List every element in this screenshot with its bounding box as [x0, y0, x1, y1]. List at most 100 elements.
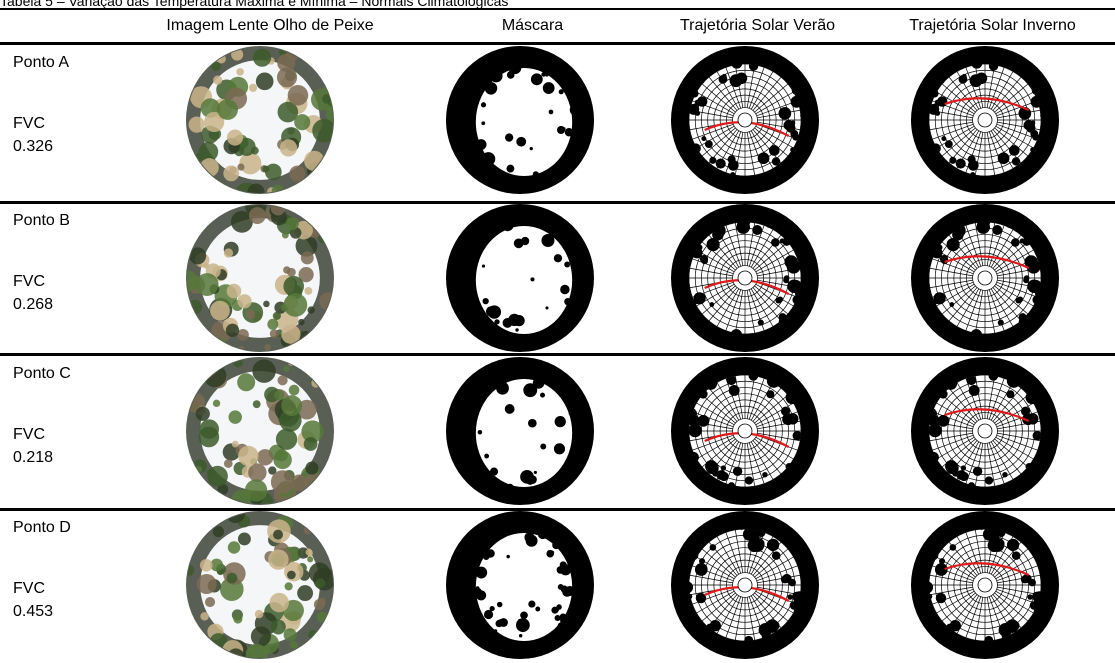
foliage-blob	[312, 118, 333, 143]
foliage-blob	[233, 614, 243, 624]
obstruction-blob	[509, 66, 515, 73]
obstruction-blob	[458, 256, 468, 266]
obstruction-blob	[508, 313, 521, 326]
header-empty	[0, 10, 120, 41]
obstruction-blob	[553, 59, 562, 68]
obstruction-blob	[553, 443, 566, 455]
south-tick	[984, 349, 986, 352]
north-tick	[744, 204, 746, 207]
sun-path-curve	[944, 97, 1030, 112]
obstruction-blob	[1011, 157, 1021, 166]
obstruction-blob	[564, 128, 574, 137]
foliage-blob	[294, 114, 311, 131]
sun-path-grid	[929, 375, 1041, 487]
foliage-blob	[195, 406, 210, 421]
sky-mask-image	[445, 45, 595, 195]
obstruction-blob	[572, 604, 581, 613]
obstruction-blob	[454, 107, 460, 114]
obstruction-blob	[461, 625, 473, 637]
obstruction-blob	[457, 276, 467, 286]
table-header: Imagem Lente Olho de Peixe Máscara Traje…	[0, 10, 1115, 43]
obstruction-blob	[490, 57, 497, 64]
obstruction-blob	[766, 390, 775, 399]
foliage-blob	[254, 609, 264, 619]
obstruction-blob	[452, 90, 457, 96]
foliage-blob	[212, 399, 221, 408]
obstruction-blob	[966, 375, 977, 386]
obstruction-blob	[473, 383, 483, 394]
south-tick	[984, 502, 986, 505]
east-tick	[816, 584, 819, 586]
foliage-blob	[252, 400, 261, 409]
foliage-blob	[276, 67, 298, 88]
foliage-blob	[255, 72, 274, 91]
point-name: Ponto D	[13, 519, 71, 536]
obstruction-blob	[553, 628, 565, 640]
obstruction-blob	[731, 64, 743, 69]
obstruction-blob	[929, 103, 940, 115]
obstruction-blob	[1023, 120, 1034, 131]
foliage-blob	[212, 526, 225, 538]
foliage-blob	[198, 141, 219, 162]
obstruction-blob	[552, 541, 561, 550]
obstruction-blob	[944, 140, 953, 149]
north-tick	[984, 357, 986, 360]
obstruction-blob	[532, 171, 539, 178]
obstruction-blob	[554, 614, 561, 622]
foliage-blob	[271, 184, 284, 193]
zenith-marker	[977, 423, 993, 439]
obstruction-blob	[457, 581, 468, 591]
obstruction-blob	[500, 207, 511, 218]
obstruction-blob	[467, 473, 475, 481]
foliage-blob	[187, 270, 199, 292]
foliage-blob	[222, 443, 241, 461]
obstruction-blob	[970, 329, 983, 334]
visible-sky	[475, 378, 573, 488]
obstruction-blob	[505, 483, 514, 492]
obstruction-blob	[457, 99, 468, 111]
foliage-blob	[231, 440, 239, 448]
foliage-blob	[295, 234, 318, 257]
foliage-blob	[323, 83, 333, 95]
foliage-blob	[238, 445, 259, 467]
obstruction-blob	[1009, 620, 1020, 631]
foliage-blob	[247, 183, 265, 193]
sky-mask-image	[445, 203, 595, 353]
obstruction-blob	[481, 316, 488, 323]
obstruction-blob	[494, 319, 500, 325]
obstruction-blob	[450, 436, 457, 443]
foliage-blob	[256, 449, 274, 466]
fisheye-image	[185, 203, 335, 353]
obstruction-blob	[744, 635, 754, 641]
cardinal-ticks	[911, 46, 1059, 194]
obstruction-blob	[564, 261, 571, 268]
obstruction-blob	[689, 415, 701, 427]
obstruction-blob	[505, 133, 514, 142]
obstruction-blob	[558, 637, 566, 644]
obstruction-blob	[748, 375, 759, 381]
foliage-blob	[300, 251, 314, 265]
foliage-blob	[200, 158, 219, 177]
obstruction-blob	[559, 564, 572, 576]
obstruction-blob	[747, 538, 761, 553]
zenith-marker	[977, 112, 993, 128]
obstruction-blob	[533, 470, 537, 475]
obstruction-blob	[726, 375, 737, 386]
obstruction-blob	[450, 578, 460, 588]
obstruction-blob	[522, 48, 533, 59]
foliage-blob	[283, 266, 291, 274]
sun-path-curve	[944, 255, 1030, 270]
foliage-blob	[207, 465, 228, 487]
obstruction-blob	[1022, 573, 1032, 584]
obstruction-blob	[704, 140, 713, 149]
foliage-blob	[250, 146, 259, 155]
obstruction-blob	[546, 549, 554, 558]
obstruction-blob	[520, 236, 530, 246]
obstruction-blob	[778, 107, 792, 120]
foliage-blob	[188, 116, 205, 133]
foliage-blob	[237, 163, 245, 171]
row-label: Ponto D FVC 0.453	[13, 516, 71, 623]
obstruction-blob	[528, 600, 536, 608]
obstruction-blob	[701, 257, 708, 265]
obstruction-blob	[783, 120, 794, 131]
